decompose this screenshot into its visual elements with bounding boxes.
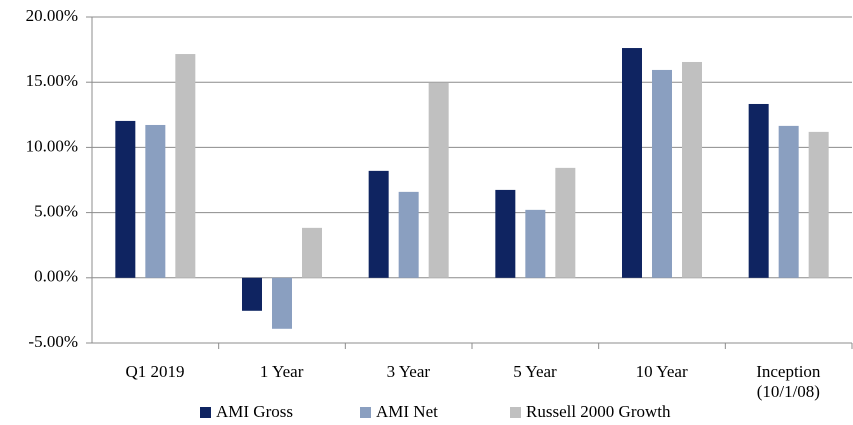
y-tick-label: 10.00% [26, 136, 78, 155]
bar [272, 277, 292, 329]
y-tick-label: 15.00% [26, 71, 78, 90]
y-tick-label: -5.00% [28, 332, 78, 351]
bar [555, 167, 576, 278]
x-tick-label: Inception (10/1/08) [756, 362, 821, 401]
bar [242, 277, 262, 311]
bar [778, 125, 799, 278]
bar [145, 124, 166, 278]
x-tick-label: 10 Year [635, 362, 688, 381]
legend-label: AMI Gross [216, 402, 293, 421]
bar [652, 69, 672, 278]
x-tick-label: 1 Year [259, 362, 304, 381]
y-tick-label: 0.00% [34, 267, 78, 286]
x-tick-label: 3 Year [386, 362, 431, 381]
bar [115, 120, 136, 278]
legend-swatch [360, 407, 371, 418]
bar [748, 103, 769, 278]
bar [398, 191, 419, 278]
legend-swatch [200, 407, 211, 418]
y-tick-label: 5.00% [34, 202, 78, 221]
bar [428, 82, 449, 278]
legend-swatch [510, 407, 521, 418]
legend-label: Russell 2000 Growth [526, 402, 671, 421]
bar [302, 227, 322, 278]
bar [682, 61, 702, 278]
bar [495, 189, 516, 278]
bar [525, 209, 546, 278]
x-tick-label: 5 Year [513, 362, 557, 381]
bar [622, 48, 642, 278]
bar [368, 170, 389, 278]
bar [175, 54, 196, 278]
bar [808, 131, 829, 278]
x-tick-label: Q1 2019 [125, 362, 185, 381]
y-tick-label: 20.00% [26, 6, 78, 25]
legend-label: AMI Net [376, 402, 438, 421]
